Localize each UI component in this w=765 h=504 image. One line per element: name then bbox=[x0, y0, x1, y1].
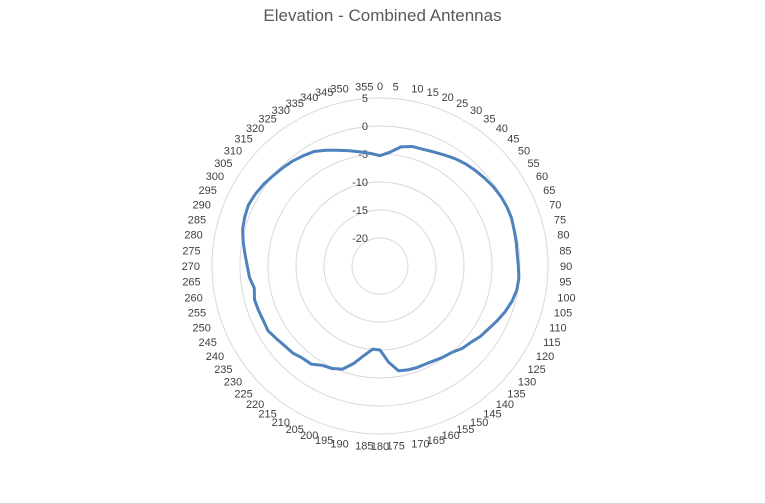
radial-tick-label: -15 bbox=[352, 205, 368, 217]
angle-tick-label: 245 bbox=[199, 337, 217, 349]
angle-tick-label: 170 bbox=[411, 438, 429, 450]
angle-tick-label: 110 bbox=[549, 323, 567, 335]
angle-tick-label: 25 bbox=[456, 98, 468, 110]
angle-tick-label: 190 bbox=[330, 438, 348, 450]
angle-tick-label: 15 bbox=[427, 87, 439, 99]
angle-tick-label: 160 bbox=[442, 430, 460, 442]
angle-tick-label: 300 bbox=[206, 171, 224, 183]
angle-tick-label: 70 bbox=[549, 199, 561, 211]
radial-tick-label: -5 bbox=[358, 149, 368, 161]
angle-tick-label: 240 bbox=[206, 351, 224, 363]
angle-tick-label: 310 bbox=[224, 145, 242, 157]
grid-circle bbox=[323, 209, 437, 323]
angle-tick-label: 325 bbox=[258, 114, 276, 126]
angle-tick-label: 120 bbox=[536, 351, 554, 363]
angle-tick-label: 340 bbox=[300, 92, 318, 104]
angle-tick-label: 180 bbox=[371, 441, 389, 453]
angle-tick-label: 220 bbox=[246, 399, 264, 411]
angle-tick-label: 155 bbox=[456, 424, 474, 436]
angle-tick-label: 210 bbox=[272, 417, 290, 429]
angle-tick-label: 50 bbox=[518, 145, 530, 157]
angle-tick-label: 65 bbox=[543, 185, 555, 197]
grid-circle bbox=[351, 237, 409, 295]
angle-tick-label: 40 bbox=[496, 123, 508, 135]
angle-tick-label: 355 bbox=[355, 82, 373, 94]
angle-tick-label: 95 bbox=[559, 277, 571, 289]
angle-tick-label: 10 bbox=[411, 84, 423, 96]
radial-tick-label: 5 bbox=[362, 93, 368, 105]
chart-title: Elevation - Combined Antennas bbox=[263, 6, 502, 25]
angle-tick-label: 105 bbox=[554, 308, 572, 320]
angle-tick-label: 30 bbox=[470, 105, 482, 117]
angle-tick-label: 35 bbox=[483, 114, 495, 126]
angle-tick-label: 315 bbox=[234, 134, 252, 146]
angle-tick-label: 185 bbox=[355, 440, 373, 452]
angle-tick-label: 320 bbox=[246, 123, 264, 135]
angle-tick-label: 230 bbox=[224, 377, 242, 389]
grid-circle bbox=[295, 181, 465, 351]
angle-tick-label: 100 bbox=[557, 292, 575, 304]
radial-tick-label: -10 bbox=[352, 177, 368, 189]
angle-tick-label: 305 bbox=[214, 158, 232, 170]
angle-tick-label: 290 bbox=[192, 199, 210, 211]
angle-tick-label: 45 bbox=[507, 134, 519, 146]
angle-tick-label: 75 bbox=[554, 214, 566, 226]
angle-tick-label: 20 bbox=[442, 92, 454, 104]
angle-tick-label: 275 bbox=[182, 245, 200, 257]
angle-tick-label: 55 bbox=[527, 158, 539, 170]
angle-tick-label: 205 bbox=[286, 424, 304, 436]
angle-tick-label: 215 bbox=[258, 408, 276, 420]
angle-tick-label: 90 bbox=[560, 261, 572, 273]
angle-tick-label: 260 bbox=[184, 292, 202, 304]
angle-tick-label: 85 bbox=[559, 245, 571, 257]
angle-tick-label: 60 bbox=[536, 171, 548, 183]
angle-tick-label: 335 bbox=[286, 98, 304, 110]
angle-tick-label: 250 bbox=[192, 323, 210, 335]
angle-tick-label: 285 bbox=[188, 214, 206, 226]
radial-tick-label: 0 bbox=[362, 121, 368, 133]
angle-tick-label: 225 bbox=[234, 388, 252, 400]
grid-circle bbox=[267, 153, 493, 379]
angle-tick-label: 5 bbox=[393, 82, 399, 94]
angle-tick-label: 150 bbox=[470, 417, 488, 429]
angle-tick-label: 175 bbox=[387, 440, 405, 452]
grid-circle bbox=[239, 125, 521, 407]
angle-tick-label: 270 bbox=[182, 261, 200, 273]
grid-circle bbox=[211, 97, 549, 435]
series-line bbox=[241, 144, 521, 373]
radial-tick-label: -20 bbox=[352, 233, 368, 245]
angle-tick-label: 255 bbox=[188, 308, 206, 320]
angle-tick-label: 130 bbox=[518, 377, 536, 389]
angle-tick-label: 0 bbox=[377, 81, 383, 93]
angle-tick-label: 140 bbox=[496, 399, 514, 411]
angle-tick-label: 195 bbox=[315, 435, 333, 447]
angle-tick-label: 200 bbox=[300, 430, 318, 442]
angle-tick-label: 80 bbox=[557, 230, 569, 242]
angle-tick-label: 145 bbox=[483, 408, 501, 420]
angle-tick-label: 265 bbox=[182, 277, 200, 289]
angle-tick-label: 350 bbox=[330, 84, 348, 96]
angle-tick-label: 295 bbox=[199, 185, 217, 197]
angle-tick-label: 115 bbox=[543, 337, 561, 349]
angle-tick-label: 165 bbox=[427, 435, 445, 447]
angle-tick-label: 125 bbox=[527, 364, 545, 376]
angle-tick-label: 280 bbox=[184, 230, 202, 242]
angle-tick-label: 345 bbox=[315, 87, 333, 99]
angle-tick-label: 330 bbox=[272, 105, 290, 117]
angle-tick-label: 135 bbox=[507, 388, 525, 400]
angle-tick-label: 235 bbox=[214, 364, 232, 376]
